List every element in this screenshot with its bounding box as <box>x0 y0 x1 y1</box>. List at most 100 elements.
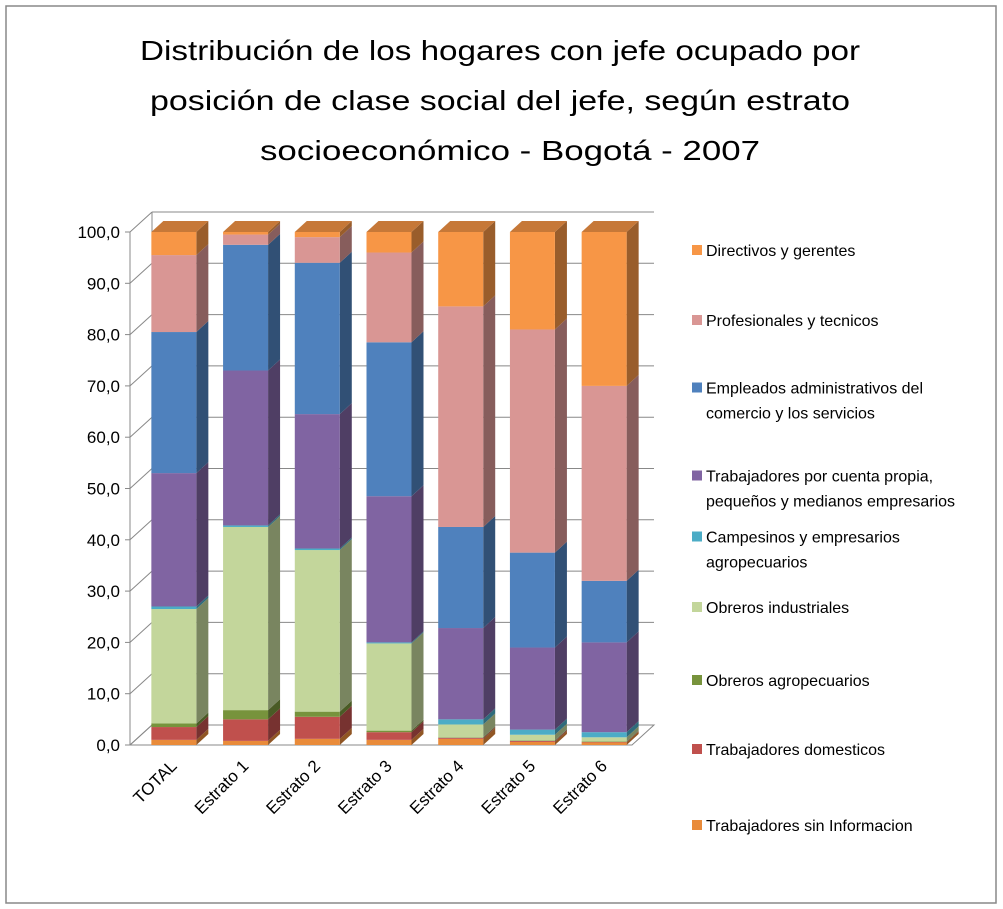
bar-side <box>268 708 281 741</box>
bar <box>366 232 412 253</box>
bar <box>509 232 555 330</box>
bar <box>581 232 627 386</box>
bar-side <box>554 730 567 745</box>
bar <box>581 737 627 742</box>
bar-side <box>411 241 424 343</box>
bar <box>581 741 627 743</box>
legend-swatch <box>692 382 702 393</box>
bar-side <box>411 719 424 733</box>
bar-side <box>483 726 496 739</box>
bar <box>366 643 412 731</box>
grid-line-side <box>129 673 153 695</box>
bar <box>509 740 555 741</box>
bar-side <box>196 244 209 333</box>
bar-top <box>151 221 209 232</box>
bar-side <box>626 631 639 733</box>
legend-swatch <box>692 245 702 255</box>
bar-side <box>626 721 639 738</box>
legend-label: Trabajadores domesticos <box>706 742 885 759</box>
legend-swatch <box>692 820 702 830</box>
grid-line-side <box>129 365 153 387</box>
y-tick-label: 90,0 <box>87 274 120 293</box>
y-tick-label: 70,0 <box>87 377 120 396</box>
bar <box>151 727 197 740</box>
chart-title: socioeconómico - Bogotá - 2007 <box>260 135 760 166</box>
chart-title: Distribución de los hogares con jefe ocu… <box>140 35 860 66</box>
bar <box>581 741 627 742</box>
bar <box>438 737 484 739</box>
bar <box>438 737 484 738</box>
bar-top <box>509 221 567 232</box>
bar <box>151 473 197 607</box>
bar <box>151 739 197 745</box>
legend-swatch <box>692 602 702 612</box>
bar <box>223 710 269 720</box>
bar <box>223 232 269 235</box>
bar-side <box>411 331 424 497</box>
bar-side <box>554 723 567 741</box>
bar <box>366 642 412 644</box>
bar-side <box>626 569 639 643</box>
grid-line-side <box>129 519 153 541</box>
bar <box>581 742 627 745</box>
grid-line-side <box>129 211 153 233</box>
bar <box>509 734 555 741</box>
legend-swatch <box>692 315 702 325</box>
bar <box>581 385 627 581</box>
bar <box>509 329 555 553</box>
bar-side <box>268 514 281 527</box>
y-tick-label: 50,0 <box>87 480 120 499</box>
bar <box>509 741 555 745</box>
grid-line-side <box>129 262 153 284</box>
legend-swatch <box>692 470 702 481</box>
bar-side <box>268 223 281 245</box>
bar <box>294 237 340 263</box>
bar-side <box>554 636 567 730</box>
bar-side <box>339 727 352 745</box>
bar <box>151 332 197 474</box>
bar-side <box>196 221 209 256</box>
bar-side <box>483 713 496 738</box>
bar-side <box>411 728 424 745</box>
grid-line-side <box>129 570 153 592</box>
y-tick-label: 10,0 <box>87 685 120 704</box>
bar <box>294 232 340 238</box>
bar <box>509 647 555 730</box>
grid-line-side <box>129 724 153 746</box>
bar-side <box>626 726 639 742</box>
bar-side <box>339 403 352 549</box>
bar <box>581 732 627 738</box>
bar <box>438 526 484 629</box>
bar-side <box>339 539 352 712</box>
bar-side <box>554 221 567 330</box>
bar <box>294 738 340 745</box>
bar-side <box>411 221 424 253</box>
bar-side <box>339 226 352 263</box>
bar-top <box>223 221 281 232</box>
bar-side <box>268 233 281 371</box>
bar <box>438 724 484 738</box>
bar <box>294 550 340 712</box>
legend-label: Trabajadores por cuenta propia, pequeños … <box>706 469 955 511</box>
bar-side <box>339 700 352 717</box>
bar-side <box>268 359 281 526</box>
bar-side <box>626 730 639 742</box>
bar <box>366 732 412 740</box>
bar <box>151 609 197 724</box>
bar-side <box>196 595 209 610</box>
bar <box>366 252 412 343</box>
grid-line-side <box>129 416 153 438</box>
bar-side <box>626 374 639 581</box>
bar <box>223 740 269 745</box>
bar <box>366 730 412 733</box>
bar-side <box>339 251 352 415</box>
bar-side <box>554 729 567 741</box>
grid-line-side <box>129 468 153 489</box>
bar <box>223 526 269 711</box>
bar-side <box>268 515 281 711</box>
bar-side <box>626 731 639 745</box>
bar-side <box>339 537 352 551</box>
bar <box>151 232 197 256</box>
bar <box>223 234 269 245</box>
legend-label: Directivos y gerentes <box>706 243 855 260</box>
